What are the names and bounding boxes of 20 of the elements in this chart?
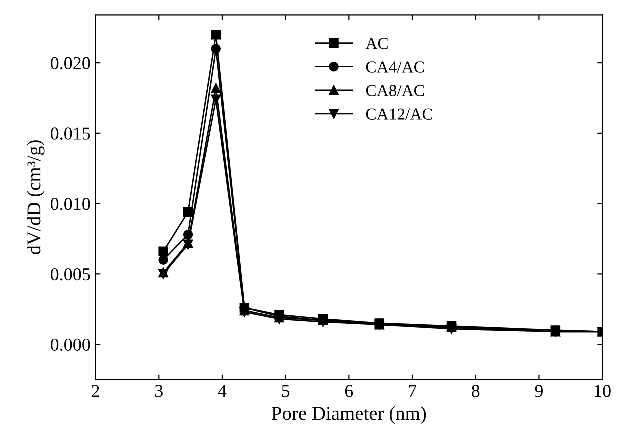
x-tick-label: 8	[472, 385, 480, 398]
legend-label: AC	[366, 38, 388, 50]
x-tick-label: 5	[282, 385, 290, 398]
x-tick-label: 4	[218, 385, 227, 398]
y-tick-label: 0.015	[50, 128, 90, 140]
y-axis-title: dV/dD (cm³/g)	[27, 140, 45, 254]
legend-label: CA12/AC	[366, 108, 432, 120]
x-tick-label: 7	[409, 385, 417, 398]
y-tick-label: 0.020	[50, 57, 90, 70]
x-tick-label: 10	[595, 385, 611, 398]
y-tick-label: 0.005	[50, 268, 90, 281]
x-tick-label: 2	[92, 385, 100, 398]
x-tick-label: 6	[345, 385, 354, 398]
x-tick-label: 9	[535, 385, 543, 398]
x-tick-label: 3	[155, 385, 163, 398]
legend-label: CA4/AC	[366, 62, 424, 73]
y-tick-label: 0.000	[50, 338, 90, 352]
x-axis-title: Pore Diameter (nm)	[272, 406, 426, 424]
y-tick-label: 0.010	[50, 198, 90, 210]
legend-label: CA8/AC	[366, 85, 424, 96]
